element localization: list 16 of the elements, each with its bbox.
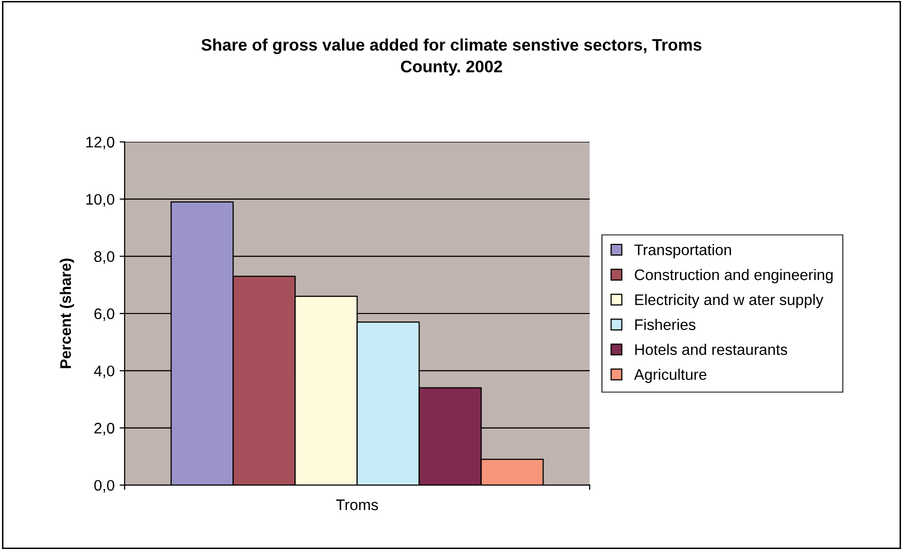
legend-label: Construction and engineering xyxy=(634,268,833,284)
legend-label: Fisheries xyxy=(635,318,696,330)
legend-label: Transportation xyxy=(634,244,731,258)
y-tick-label: 6,0 xyxy=(94,308,114,321)
x-tick-label: Troms xyxy=(336,500,378,510)
legend-label: Electricity and w ater supply xyxy=(635,294,824,308)
y-axis-title: Percent (share) xyxy=(60,258,74,368)
y-tick-label: 12,0 xyxy=(86,136,114,150)
y-tick-label: 8,0 xyxy=(94,251,114,264)
y-tick-label: 4,0 xyxy=(94,366,114,378)
chart-title: Share of gross value added for climate senstive sectors, Troms County. 2002 xyxy=(201,38,702,76)
legend-label: Agriculture xyxy=(634,368,706,383)
y-tick-label: 2,0 xyxy=(94,422,114,436)
y-tick-label: 0,0 xyxy=(94,480,114,493)
y-tick-label: 10,0 xyxy=(86,194,114,207)
legend-label: Hotels and restaurants xyxy=(635,344,788,356)
